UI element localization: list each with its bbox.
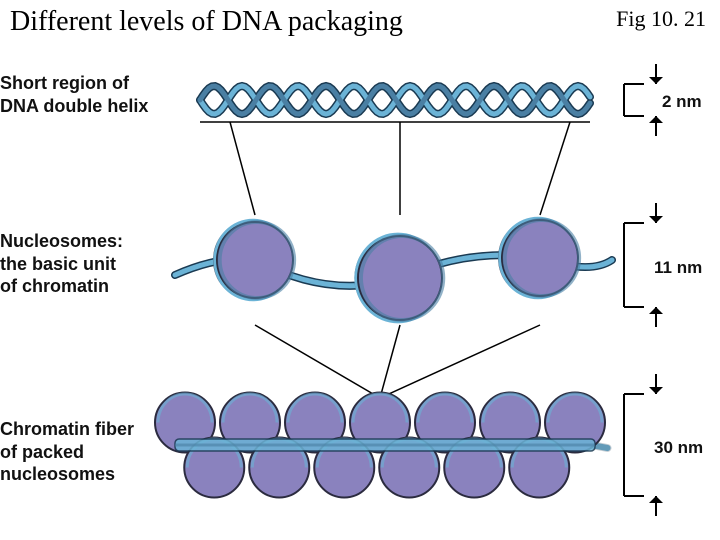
diagram-canvas <box>0 0 720 540</box>
